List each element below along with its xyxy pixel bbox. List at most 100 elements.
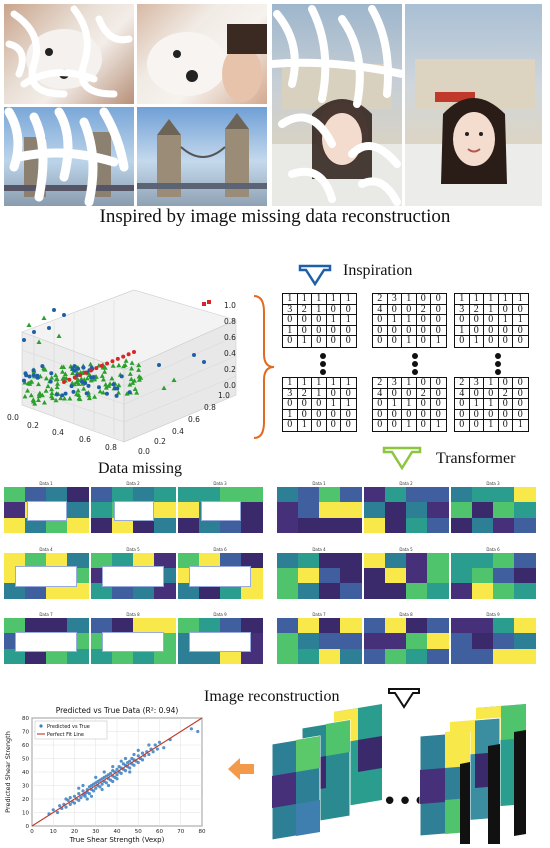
matrix-cell: 0 bbox=[431, 388, 446, 399]
heatmap-cell bbox=[472, 648, 494, 665]
heatmap-cell bbox=[91, 648, 113, 665]
matrix-cell: 0 bbox=[283, 419, 298, 431]
heatmap-cell bbox=[4, 552, 26, 569]
heatmap-cell bbox=[406, 618, 428, 634]
chart-title: Predicted vs True Data (R²: 0.94) bbox=[56, 706, 179, 715]
matrix-cell: 4 bbox=[373, 304, 388, 315]
scatter3d-point-green bbox=[99, 373, 105, 378]
legend: Predicted vs True Perfect Fit Line bbox=[34, 720, 108, 740]
reconstruction-arrow-icon bbox=[388, 688, 420, 709]
heatmap-cell bbox=[340, 648, 362, 665]
x-tick: 0.0 bbox=[7, 413, 19, 422]
matrix-cell: 1 bbox=[326, 293, 341, 305]
heatmap-cell bbox=[91, 487, 113, 503]
scatter3d-point-green bbox=[62, 396, 68, 401]
scatter3d-point-green bbox=[100, 377, 106, 382]
matrix-cell: 0 bbox=[387, 304, 402, 315]
matrix-cell: 0 bbox=[499, 419, 513, 431]
heatmap-cell bbox=[451, 583, 473, 599]
heatmap-cell bbox=[493, 502, 515, 519]
heatmap-cell bbox=[298, 618, 320, 634]
heatmap-cell bbox=[25, 648, 47, 665]
dog-photo-masked bbox=[4, 4, 134, 104]
scatter3d-point-green bbox=[103, 381, 109, 387]
missing-region bbox=[101, 566, 165, 587]
matrix-cell: 1 bbox=[513, 293, 528, 305]
heatmap-cell bbox=[385, 648, 407, 665]
scatter3d-point-green bbox=[25, 380, 31, 386]
matrix-cell: 1 bbox=[402, 419, 417, 431]
matrix-cell: 1 bbox=[402, 293, 417, 305]
scatter3d-point-green bbox=[109, 375, 115, 381]
heatmap-cell bbox=[427, 552, 449, 569]
heatmap-cell bbox=[427, 517, 449, 534]
matrix-cell: 0 bbox=[517, 335, 523, 346]
heatmap-cell bbox=[451, 517, 473, 534]
heatmap-title: Data 1 bbox=[39, 481, 53, 486]
matrix-cell: 1 bbox=[484, 304, 499, 315]
heatmap-cell bbox=[514, 583, 536, 599]
data-point bbox=[79, 796, 83, 800]
heatmap-cell bbox=[493, 517, 515, 534]
matrix-cell: 0 bbox=[431, 304, 446, 315]
scatter3d-point-blue bbox=[60, 393, 65, 398]
scatter3d-point-blue bbox=[27, 374, 32, 379]
dog-photo-original bbox=[137, 4, 267, 104]
matrix-cell: 0 bbox=[431, 409, 446, 420]
matrix-cell: 1 bbox=[283, 377, 298, 389]
heatmap-cell bbox=[472, 633, 494, 650]
data-point bbox=[155, 747, 159, 751]
scatter3d-point-green bbox=[67, 396, 73, 401]
heatmap-tile bbox=[451, 618, 536, 665]
scatter3d-point-blue bbox=[119, 374, 124, 379]
heatmap-cell bbox=[154, 552, 176, 569]
z-tick: 1.0 bbox=[224, 301, 236, 310]
data-point bbox=[132, 763, 136, 767]
scatter3d-point-green bbox=[54, 384, 60, 390]
matrix-cell: 3 bbox=[455, 304, 470, 315]
data-point bbox=[123, 756, 128, 761]
matrix-cell: 0 bbox=[470, 419, 484, 431]
x-tick: 0.4 bbox=[52, 428, 64, 437]
data-point bbox=[162, 746, 166, 750]
heatmap-cell bbox=[4, 517, 26, 534]
y-tick-label: 60 bbox=[22, 743, 29, 749]
scatter3d-grid bbox=[21, 289, 237, 443]
heatmap-cell bbox=[451, 552, 473, 569]
z-tick: 0.6 bbox=[224, 333, 236, 342]
heatmap-cell bbox=[427, 583, 449, 599]
matrix-cell: 0 bbox=[417, 419, 431, 431]
scatter3d-point-green bbox=[161, 385, 167, 390]
x-tick-label: 60 bbox=[156, 829, 163, 835]
matrix-cell: 1 bbox=[517, 419, 523, 430]
heatmap-cell bbox=[406, 648, 428, 665]
heatmap-tile bbox=[277, 618, 362, 665]
matrix-cell: 0 bbox=[327, 419, 341, 431]
heatmap-cell bbox=[364, 567, 386, 584]
matrix-cell: 0 bbox=[416, 293, 431, 305]
heatmap-cell bbox=[514, 633, 536, 650]
matrix-cell: 1 bbox=[326, 314, 341, 326]
data-point bbox=[115, 777, 119, 781]
heatmap-title: Data 3 bbox=[486, 481, 500, 486]
heatmap-title: Data 7 bbox=[312, 612, 326, 617]
y-tick-label: 50 bbox=[22, 757, 29, 763]
heatmap-cell bbox=[133, 648, 155, 665]
scatter3d-point-green bbox=[88, 361, 94, 367]
heatmap-cell bbox=[25, 618, 47, 634]
matrix-cell: 0 bbox=[312, 398, 327, 410]
legend-label: Perfect Fit Line bbox=[47, 732, 84, 738]
data-point bbox=[83, 794, 87, 798]
heatmap-cell bbox=[199, 487, 221, 503]
scatter3d-point-blue bbox=[84, 391, 89, 396]
z-tick: 0.2 bbox=[224, 365, 236, 374]
y-tick-label: 0 bbox=[26, 824, 30, 830]
heatmap-cell bbox=[277, 502, 299, 519]
heatmap-cell bbox=[319, 502, 341, 519]
scatter3d-point-blue bbox=[52, 308, 56, 312]
heatmap-cell bbox=[241, 648, 263, 665]
portrait-photo-original bbox=[405, 4, 542, 206]
heatmap-cell bbox=[451, 648, 473, 665]
data-point bbox=[64, 805, 68, 809]
